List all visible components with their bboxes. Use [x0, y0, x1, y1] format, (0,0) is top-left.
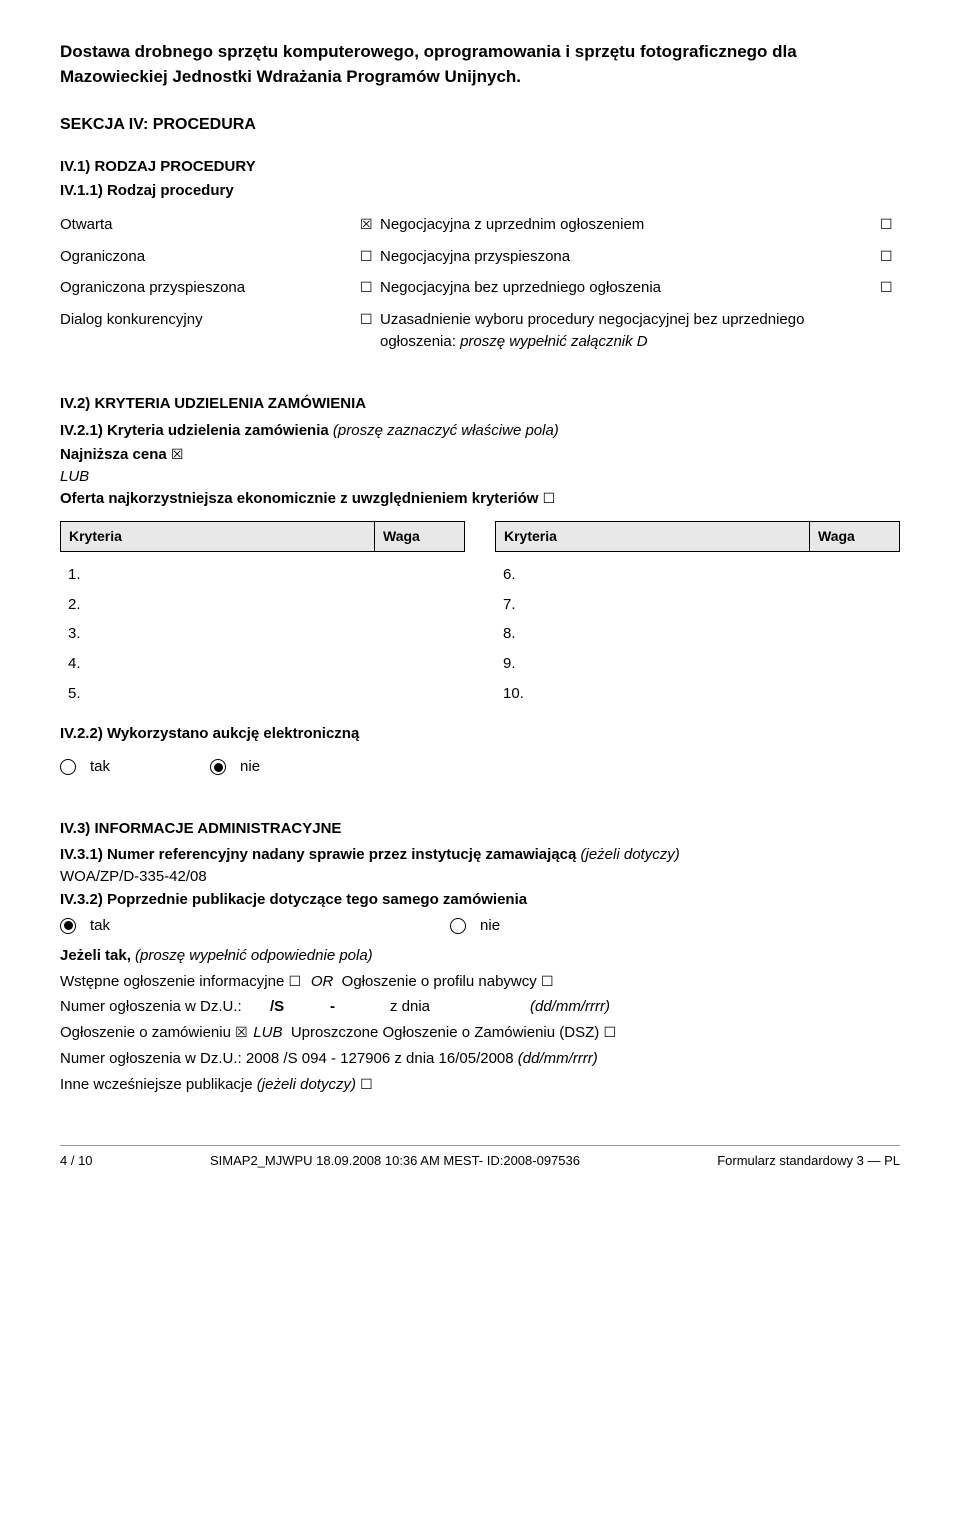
crit-4: 4. [60, 649, 465, 679]
aukcja-radio-row: tak nie [60, 756, 900, 778]
radio-aukcja-tak[interactable] [60, 759, 76, 775]
label-ograniczona: Ograniczona [60, 246, 360, 268]
num2-a: Numer ogłoszenia w Dz.U.: 2008 /S 094 - … [60, 1050, 518, 1067]
iv31-heading: IV.3.1) Numer referencyjny nadany sprawi… [60, 844, 900, 866]
iv21-bold: IV.2.1) Kryteria udzielenia zamówienia [60, 422, 333, 439]
num1-a: Numer ogłoszenia w Dz.U.: [60, 996, 270, 1018]
wstepne-r: Ogłoszenie o profilu nabywcy [342, 973, 537, 990]
iv1-heading: IV.1) RODZAJ PROCEDURY [60, 156, 900, 178]
section-iv-heading: SEKCJA IV: PROCEDURA [60, 113, 900, 136]
ozam-lub: LUB [253, 1024, 282, 1041]
checkbox-inne[interactable] [360, 1078, 374, 1092]
num1-d: z dnia [390, 996, 530, 1018]
iv21-heading: IV.2.1) Kryteria udzielenia zamówienia (… [60, 420, 900, 442]
crit-10: 10. [495, 679, 900, 709]
checkbox-profil[interactable] [541, 975, 555, 989]
or-text: OR [311, 973, 334, 990]
checkbox-oferta[interactable] [543, 492, 557, 506]
num1-e: (dd/mm/rrrr) [530, 996, 610, 1018]
procedure-grid: Otwarta Negocjacyjna z uprzednim ogłosze… [60, 214, 900, 353]
criteria-col-right: 6. 7. 8. 9. 10. [495, 560, 900, 709]
checkbox-neg-uprzed[interactable] [880, 218, 894, 232]
crit-3: 3. [60, 619, 465, 649]
radio-prev-nie[interactable] [450, 918, 466, 934]
najnizsza-row: Najniższa cena [60, 444, 900, 466]
num2-i: (dd/mm/rrrr) [518, 1050, 598, 1067]
footer-right: Formularz standardowy 3 — PL [640, 1152, 900, 1171]
iv31-bold: IV.3.1) Numer referencyjny nadany sprawi… [60, 846, 581, 863]
aukcja-nie-label: nie [240, 756, 260, 778]
label-dialog: Dialog konkurencyjny [60, 309, 360, 331]
criteria-header: Kryteria Waga Kryteria Waga [60, 521, 900, 551]
inne-a: Inne wcześniejsze publikacje [60, 1076, 257, 1093]
label-uzasadnienie: Uzasadnienie wyboru procedury negocjacyj… [380, 309, 880, 353]
th-kryteria-left: Kryteria [60, 521, 375, 551]
criteria-body: 1. 2. 3. 4. 5. 6. 7. 8. 9. 10. [60, 560, 900, 709]
iv22-heading: IV.2.2) Wykorzystano aukcję elektroniczn… [60, 723, 900, 745]
prev-pub-radio-row: tak nie [60, 915, 900, 937]
checkbox-neg-przysp[interactable] [880, 250, 894, 264]
iv21-italic: (proszę zaznaczyć właściwe pola) [333, 422, 559, 439]
crit-8: 8. [495, 619, 900, 649]
num1-c: - [330, 996, 390, 1018]
ogloszenie-row: Ogłoszenie o zamówieniu LUB Uproszczone … [60, 1022, 900, 1044]
checkbox-ograniczona[interactable] [360, 250, 374, 264]
checkbox-otwarta[interactable] [360, 218, 374, 232]
footer-center: SIMAP2_MJWPU 18.09.2008 10:36 AM MEST- I… [150, 1152, 640, 1171]
ref-number: WOA/ZP/D-335-42/08 [60, 866, 900, 888]
ozam-b: Uproszczone Ogłoszenie o Zamówieniu (DSZ… [291, 1024, 599, 1041]
crit-9: 9. [495, 649, 900, 679]
radio-prev-tak[interactable] [60, 918, 76, 934]
label-neg-bez: Negocjacyjna bez uprzedniego ogłoszenia [380, 277, 880, 299]
checkbox-ograniczona-przysp[interactable] [360, 281, 374, 295]
numer1-row: Numer ogłoszenia w Dz.U.: /S - z dnia (d… [60, 996, 900, 1018]
uzasad-italic: proszę wypełnić załącznik D [460, 333, 648, 350]
label-neg-uprzed: Negocjacyjna z uprzednim ogłoszeniem [380, 214, 880, 236]
crit-5: 5. [60, 679, 465, 709]
crit-6: 6. [495, 560, 900, 590]
iv32-heading: IV.3.2) Poprzednie publikacje dotyczące … [60, 889, 900, 911]
inne-i: (jeżeli dotyczy) [257, 1076, 356, 1093]
footer: 4 / 10 SIMAP2_MJWPU 18.09.2008 10:36 AM … [60, 1145, 900, 1171]
oferta-label: Oferta najkorzystniejsza ekonomicznie z … [60, 490, 538, 507]
label-neg-przysp: Negocjacyjna przyspieszona [380, 246, 880, 268]
iv3-heading: IV.3) INFORMACJE ADMINISTRACYJNE [60, 818, 900, 840]
wstepne-row: Wstępne ogłoszenie informacyjne OR Ogłos… [60, 971, 900, 993]
checkbox-dsz[interactable] [603, 1026, 617, 1040]
label-ograniczona-przysp: Ograniczona przyspieszona [60, 277, 360, 299]
th-waga-left: Waga [375, 521, 465, 551]
th-waga-right: Waga [810, 521, 900, 551]
radio-aukcja-nie[interactable] [210, 759, 226, 775]
checkbox-wstepne[interactable] [288, 975, 302, 989]
wstepne-l: Wstępne ogłoszenie informacyjne [60, 973, 284, 990]
checkbox-dialog[interactable] [360, 313, 374, 327]
th-kryteria-right: Kryteria [495, 521, 810, 551]
jezeli-tak: Jeżeli tak, (proszę wypełnić odpowiednie… [60, 945, 900, 967]
prev-nie-label: nie [480, 915, 500, 937]
inne-row: Inne wcześniejsze publikacje (jeżeli dot… [60, 1074, 900, 1096]
jezeli-bold: Jeżeli tak, [60, 947, 135, 964]
lub-text: LUB [60, 466, 900, 488]
najnizsza-label: Najniższa cena [60, 446, 167, 463]
oferta-row: Oferta najkorzystniejsza ekonomicznie z … [60, 488, 900, 510]
iv2-heading: IV.2) KRYTERIA UDZIELENIA ZAMÓWIENIA [60, 393, 900, 415]
page-title: Dostawa drobnego sprzętu komputerowego, … [60, 40, 900, 89]
num1-b: /S [270, 996, 330, 1018]
crit-2: 2. [60, 590, 465, 620]
crit-7: 7. [495, 590, 900, 620]
iv11-heading: IV.1.1) Rodzaj procedury [60, 180, 900, 202]
footer-page: 4 / 10 [60, 1152, 150, 1171]
checkbox-neg-bez[interactable] [880, 281, 894, 295]
iv31-italic: (jeżeli dotyczy) [581, 846, 680, 863]
prev-tak-label: tak [90, 915, 110, 937]
ozam-a: Ogłoszenie o zamówieniu [60, 1024, 231, 1041]
criteria-col-left: 1. 2. 3. 4. 5. [60, 560, 465, 709]
label-otwarta: Otwarta [60, 214, 360, 236]
jezeli-italic: (proszę wypełnić odpowiednie pola) [135, 947, 373, 964]
aukcja-tak-label: tak [90, 756, 110, 778]
checkbox-ozam[interactable] [235, 1026, 249, 1040]
numer2-row: Numer ogłoszenia w Dz.U.: 2008 /S 094 - … [60, 1048, 900, 1070]
checkbox-najnizsza[interactable] [171, 448, 185, 462]
crit-1: 1. [60, 560, 465, 590]
